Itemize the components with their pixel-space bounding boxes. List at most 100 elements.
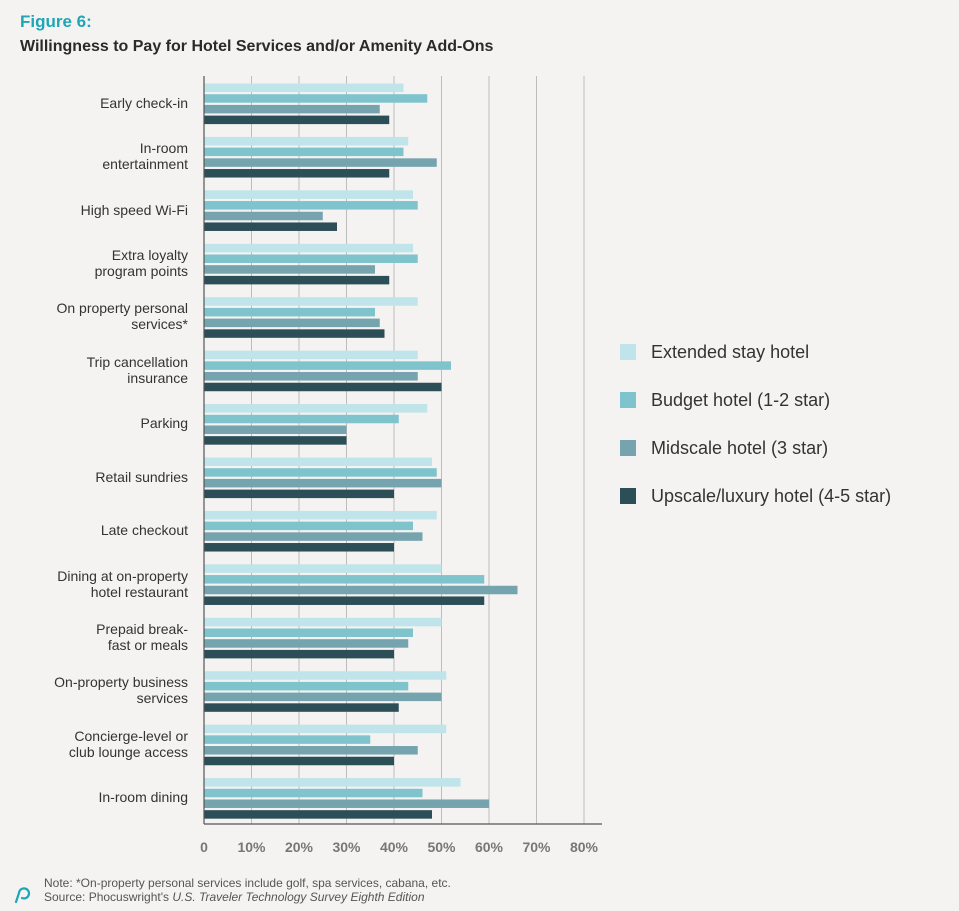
x-tick-label: 20%	[285, 839, 314, 855]
bar	[204, 94, 428, 103]
category-label-line: hotel restaurant	[90, 583, 188, 600]
bar	[204, 478, 442, 488]
bar	[204, 307, 375, 317]
figure-label: Figure 6:	[20, 12, 92, 31]
category-label-line: Dining at on-property	[57, 567, 188, 584]
footer-source: Source: Phocuswright's U.S. Traveler Tec…	[44, 890, 451, 904]
category-label: On property personal services*	[8, 300, 188, 332]
bar	[204, 243, 413, 253]
legend-item: Midscale hotel (3 star)	[620, 436, 891, 460]
bar	[204, 222, 337, 231]
category-label-line: Extra loyalty	[111, 247, 188, 263]
category-label-line: High speed Wi-Fi	[80, 201, 188, 218]
bar	[204, 468, 437, 477]
category-label-line: club lounge access	[68, 743, 188, 760]
bar	[204, 104, 380, 114]
bar	[204, 649, 394, 659]
category-label-line: Parking	[140, 415, 188, 432]
category-label-line: Late checkout	[100, 522, 188, 539]
phocuswright-logo-icon	[12, 884, 32, 909]
bar	[204, 724, 447, 734]
footer-source-title: U.S. Traveler Technology Survey Eighth E…	[172, 890, 425, 904]
category-label-line: services*	[131, 316, 188, 333]
category-label-line: In-room dining	[98, 789, 189, 806]
x-tick-label: 40%	[380, 839, 409, 855]
bar	[204, 596, 485, 605]
category-label-line: On property personal	[56, 300, 188, 317]
category-label: On-property business services	[8, 674, 188, 706]
x-tick-label: 50%	[427, 839, 456, 855]
bar	[204, 489, 394, 499]
figure-title: Willingness to Pay for Hotel Services an…	[20, 38, 494, 55]
category-label: Concierge-level or club lounge access	[8, 728, 188, 760]
bar	[204, 681, 409, 691]
bar	[204, 361, 451, 370]
bar	[204, 158, 437, 167]
bar	[204, 639, 409, 648]
bar	[204, 746, 418, 755]
bar	[204, 372, 418, 381]
bar	[204, 799, 489, 808]
category-label-line: entertainment	[102, 156, 188, 173]
legend-item: Upscale/luxury hotel (4-5 star)	[620, 484, 891, 508]
category-label-line: Retail sundries	[95, 468, 188, 485]
bar	[204, 211, 323, 221]
bar	[204, 575, 485, 584]
bar	[204, 617, 442, 627]
x-tick-label: 70%	[522, 839, 551, 855]
bar	[204, 778, 461, 787]
bar	[204, 543, 394, 552]
bar	[204, 169, 390, 178]
category-label-line: Prepaid break-	[96, 621, 188, 637]
category-label: Parking	[8, 415, 188, 431]
legend-label: Extended stay hotel	[651, 341, 810, 362]
x-tick-label: 0	[200, 839, 208, 855]
bar	[204, 735, 371, 744]
legend-swatch	[620, 344, 636, 360]
bar	[204, 318, 380, 328]
bar	[204, 265, 375, 274]
bar	[204, 532, 423, 541]
bar	[204, 136, 409, 146]
bar	[204, 404, 428, 413]
category-label: Retail sundries	[8, 469, 188, 485]
bar	[204, 756, 394, 766]
bar	[204, 414, 399, 424]
chart-legend: Extended stay hotel Budget hotel (1-2 sta…	[620, 340, 891, 532]
legend-swatch	[620, 440, 636, 456]
bar	[204, 810, 432, 819]
bar	[204, 350, 418, 360]
bar	[204, 436, 347, 445]
bar	[204, 564, 442, 573]
category-label-line: fast or meals	[107, 637, 188, 653]
category-label-line: Concierge-level or	[74, 727, 188, 744]
category-label-line: Early check-in	[100, 94, 188, 111]
category-label-line: Trip cancellation	[86, 353, 188, 370]
bar	[204, 297, 418, 306]
x-tick-label: 10%	[237, 839, 266, 855]
category-label: Early check-in	[8, 95, 188, 111]
bar	[204, 83, 404, 92]
bar	[204, 190, 413, 199]
footer-note: Note: *On-property personal services inc…	[44, 876, 451, 890]
bar	[204, 628, 413, 637]
x-tick-label: 30%	[332, 839, 361, 855]
bar	[204, 382, 442, 392]
bar	[204, 671, 447, 680]
bar	[204, 201, 418, 210]
category-label-line: insurance	[127, 369, 188, 386]
category-label: Dining at on-property hotel restaurant	[8, 568, 188, 600]
category-label: Prepaid break-fast or meals	[8, 621, 188, 653]
legend-item: Budget hotel (1-2 star)	[620, 388, 891, 412]
bar	[204, 703, 399, 712]
bar	[204, 115, 390, 125]
category-label: In-room dining	[8, 789, 189, 806]
bar	[204, 254, 418, 263]
legend-swatch	[620, 488, 636, 504]
footer-source-prefix: Source: Phocuswright's	[44, 890, 173, 904]
category-label-line: On-property business	[54, 674, 188, 691]
bar	[204, 510, 437, 520]
category-label: Trip cancellation insurance	[8, 354, 188, 386]
bar	[204, 457, 432, 466]
legend-label: Budget hotel (1-2 star)	[651, 389, 831, 410]
